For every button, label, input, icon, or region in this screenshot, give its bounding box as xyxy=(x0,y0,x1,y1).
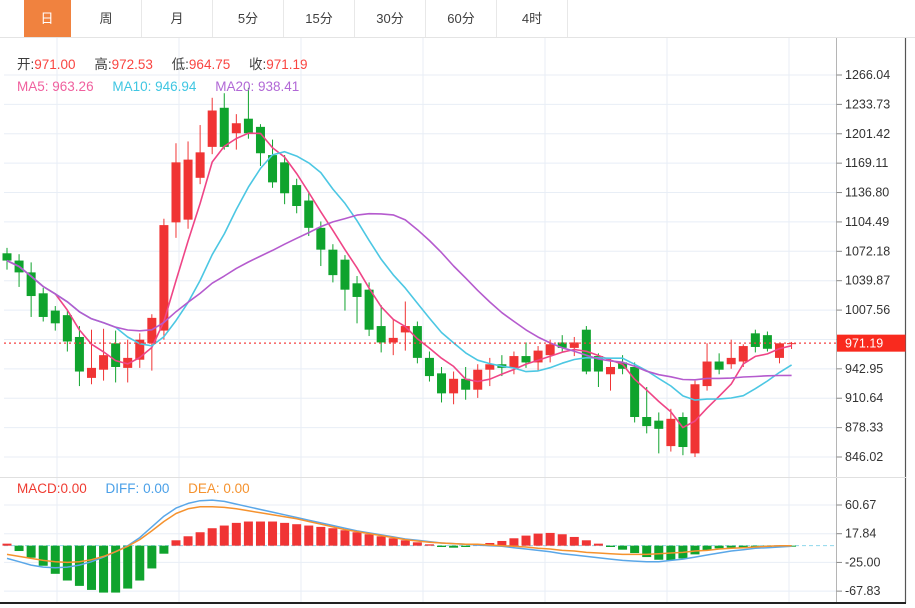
svg-text:1007.56: 1007.56 xyxy=(845,303,890,317)
svg-text:60.67: 60.67 xyxy=(845,498,876,512)
ohlc-close: 收:971.19 xyxy=(248,57,308,72)
svg-text:-25.00: -25.00 xyxy=(845,555,880,569)
tab-month[interactable]: 月 xyxy=(142,0,213,37)
ohlc-open: 开:971.00 xyxy=(17,57,76,72)
tab-week[interactable]: 周 xyxy=(71,0,142,37)
svg-text:1169.11: 1169.11 xyxy=(845,156,888,170)
svg-text:1136.80: 1136.80 xyxy=(845,186,889,200)
tab-60min[interactable]: 60分 xyxy=(426,0,497,37)
diff-value-legend: DIFF: 0.00 xyxy=(105,481,170,496)
tab-15min[interactable]: 15分 xyxy=(284,0,355,37)
ohlc-high: 高:972.53 xyxy=(94,57,153,72)
svg-text:-67.83: -67.83 xyxy=(845,584,880,598)
tab-day[interactable]: 日 xyxy=(24,0,71,37)
svg-text:1266.04: 1266.04 xyxy=(845,68,890,82)
ma-legend: MA5: 963.26 MA10: 946.94 MA20: 938.41 xyxy=(17,79,314,94)
tab-4hour[interactable]: 4时 xyxy=(497,0,568,37)
ma20-legend: MA20: 938.41 xyxy=(215,79,300,94)
svg-text:1233.73: 1233.73 xyxy=(845,97,890,111)
current-price-badge: 971.19 xyxy=(845,337,883,351)
svg-text:1039.87: 1039.87 xyxy=(845,274,890,288)
svg-text:878.33: 878.33 xyxy=(845,421,883,435)
macd-legend: MACD:0.00 DIFF: 0.00 DEA: 0.00 xyxy=(17,481,265,496)
ma10-legend: MA10: 946.94 xyxy=(112,79,197,94)
ohlc-low: 低:964.75 xyxy=(171,57,231,72)
ma5-legend: MA5: 963.26 xyxy=(17,79,94,94)
timeframe-tabbar: 日 周 月 5分 15分 30分 60分 4时 xyxy=(0,0,915,38)
svg-text:846.02: 846.02 xyxy=(845,450,883,464)
svg-text:1104.49: 1104.49 xyxy=(845,215,889,229)
svg-text:17.84: 17.84 xyxy=(845,527,876,541)
ohlc-legend: 开:971.00 高:972.53 低:964.75 收:971.19 xyxy=(17,53,323,73)
tab-30min[interactable]: 30分 xyxy=(355,0,426,37)
macd-value-legend: MACD:0.00 xyxy=(17,481,87,496)
svg-text:942.95: 942.95 xyxy=(845,362,883,376)
svg-text:1201.42: 1201.42 xyxy=(845,127,890,141)
tab-5min[interactable]: 5分 xyxy=(213,0,284,37)
svg-text:1072.18: 1072.18 xyxy=(845,244,890,258)
svg-text:910.64: 910.64 xyxy=(845,391,883,405)
dea-value-legend: DEA: 0.00 xyxy=(188,481,250,496)
